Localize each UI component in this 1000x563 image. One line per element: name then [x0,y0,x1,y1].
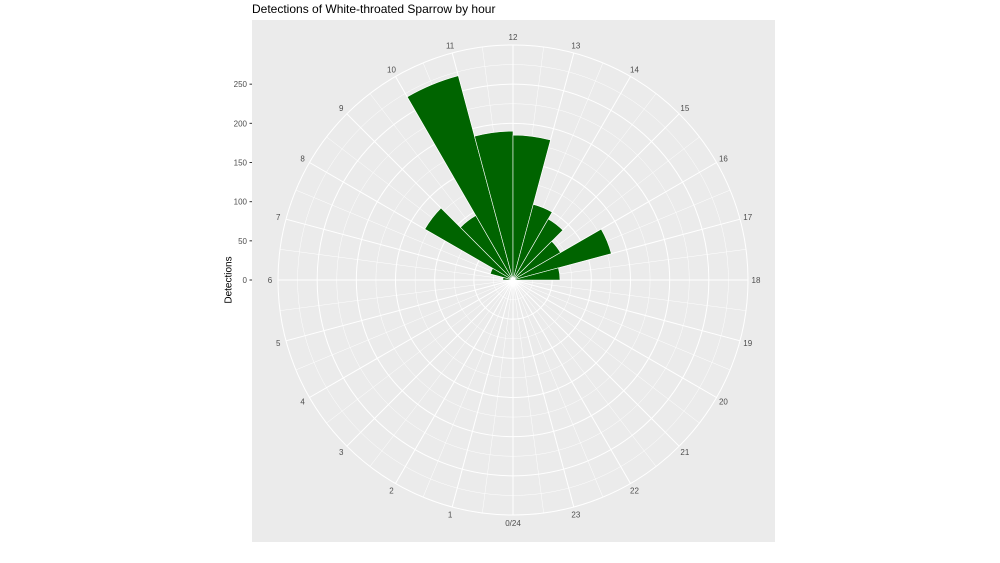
major-circular-gridline [355,122,671,438]
hour-label: 14 [630,66,639,75]
hour-label: 13 [571,41,580,50]
major-circular-gridline [316,83,710,477]
y-axis: 0 50 100 150 200 250 [234,80,252,285]
bar-hour-8 [424,207,514,281]
hour-label: 2 [389,486,394,495]
hour-label: 1 [448,511,453,520]
hour-label: 3 [339,448,344,457]
hour-labels: 0/24123456789101112131415161718192021222… [268,33,761,528]
chart-title: Detections of White-throated Sparrow by … [252,2,496,16]
bar-hour-11 [474,130,514,281]
hour-label: 21 [680,448,689,457]
hour-label: 10 [387,66,396,75]
hour-label: 11 [446,41,455,50]
hour-label: 0/24 [505,519,521,528]
bar-hour-13 [512,203,553,281]
minor-circular-gridline [336,103,690,457]
hour-label: 5 [276,339,281,348]
hour-label: 19 [743,339,752,348]
hour-label: 12 [509,33,518,42]
y-tick-label: 200 [234,119,248,128]
hour-label: 6 [268,276,273,285]
major-circular-gridline [277,44,749,516]
y-tick-label: 150 [234,159,248,168]
bar-layer [406,75,612,281]
hour-label: 23 [571,511,580,520]
y-tick-label: 50 [238,237,247,246]
y-tick-label: 250 [234,80,248,89]
y-tick-label: 0 [243,276,248,285]
hour-label: 18 [752,276,761,285]
hour-label: 7 [276,213,281,222]
bar-hour-17 [512,267,561,281]
hour-label: 15 [680,104,689,113]
hour-label: 16 [719,155,728,164]
minor-circular-gridline [297,64,729,496]
bar-hour-14 [512,218,564,281]
hour-label: 8 [300,155,305,164]
hour-label: 20 [719,398,728,407]
bar-hour-10 [406,75,514,281]
hour-label: 22 [630,486,639,495]
hour-label: 9 [339,104,344,113]
y-tick-label: 100 [234,198,248,207]
bar-hour-12 [512,134,551,281]
bar-hour-16 [512,228,612,281]
hour-label: 4 [300,398,305,407]
hour-label: 17 [743,213,752,222]
